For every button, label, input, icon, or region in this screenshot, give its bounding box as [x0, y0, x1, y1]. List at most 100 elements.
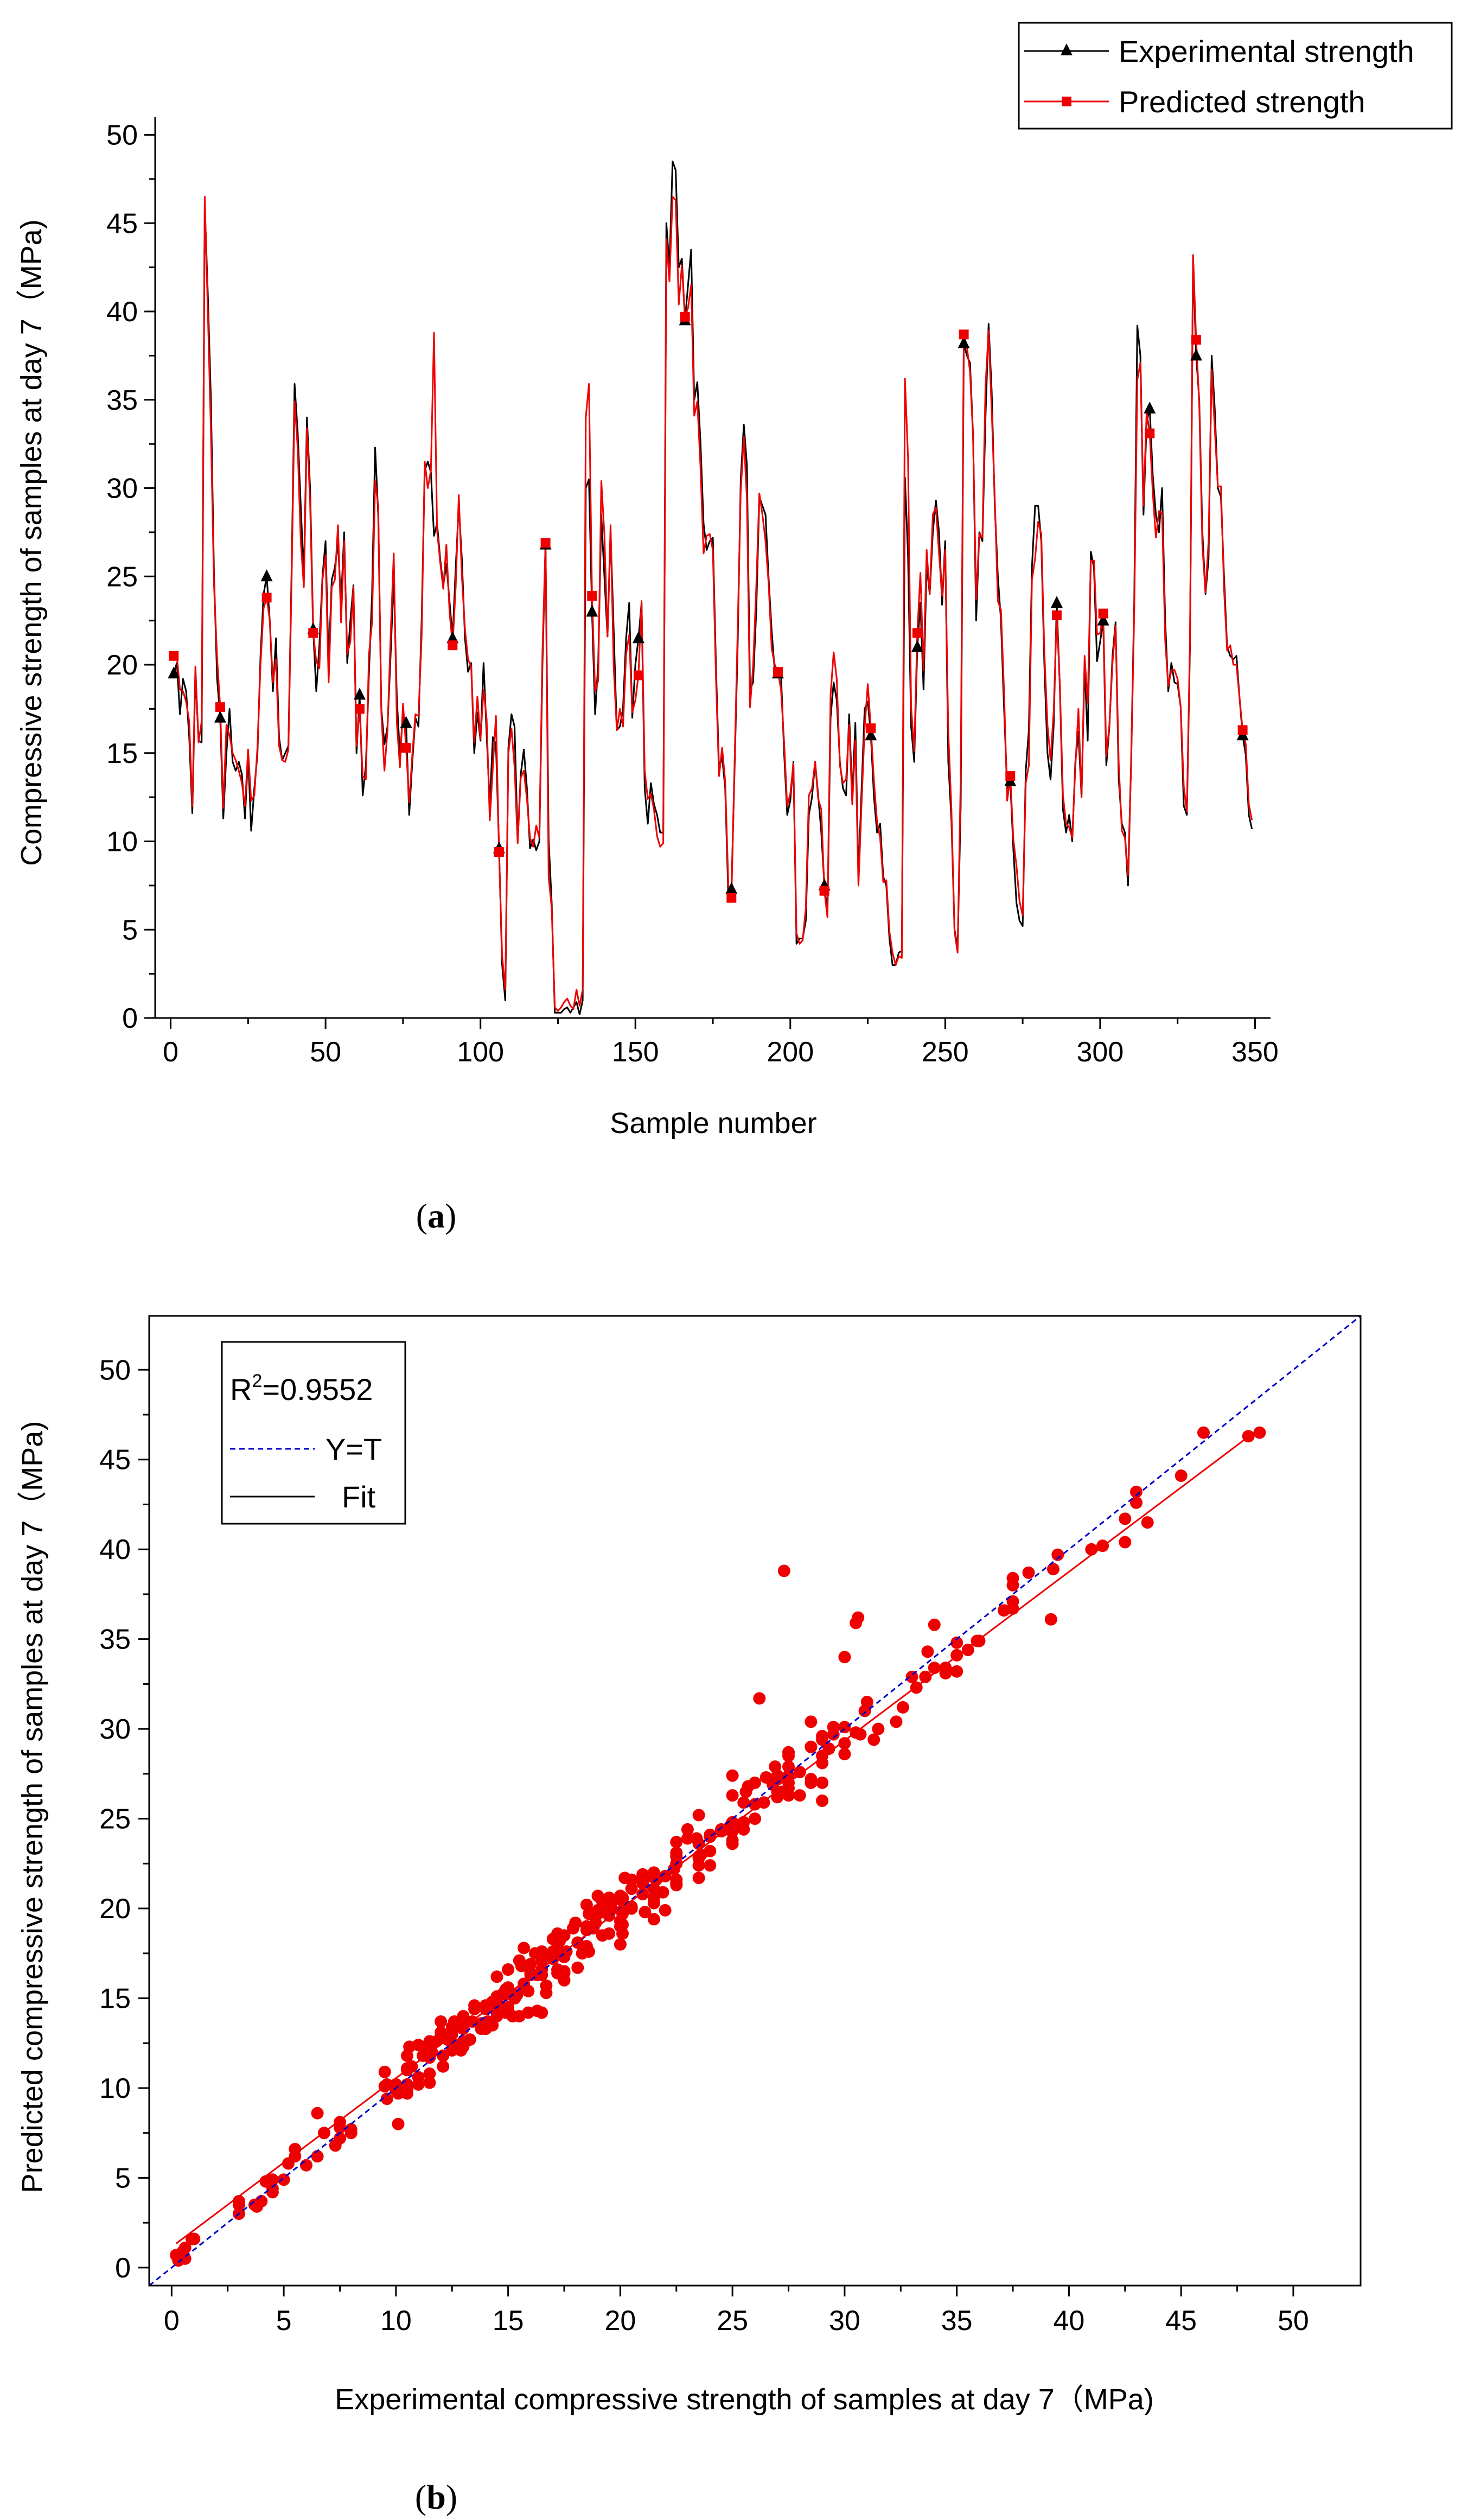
panel-b-x-tick-label: 5 — [276, 2305, 292, 2337]
scatter-point — [334, 2116, 346, 2129]
predicted-strength-marker — [1005, 771, 1016, 781]
predicted-strength-marker — [308, 628, 318, 638]
panel-a-axes: 0 50 100 150 200 250 300 350 0 5 10 15 20 25 30 35 40 45 5… — [106, 117, 1279, 1068]
scatter-point — [1051, 1548, 1064, 1561]
experimental-strength-marker — [911, 640, 923, 652]
scatter-point — [1085, 1543, 1098, 1556]
scatter-point — [513, 1954, 526, 1967]
scatter-point — [531, 2004, 544, 2018]
scatter-point — [647, 1913, 660, 1926]
experimental-strength-marker — [214, 710, 226, 723]
panel-b-x-tick-label: 30 — [829, 2305, 860, 2337]
scatter-point — [737, 1796, 750, 1809]
panel-b-x-axis-label: Experimental compressive strength of sam… — [335, 2383, 1154, 2416]
scatter-point — [468, 2002, 481, 2015]
panel-a-y-tick-label: 25 — [106, 561, 138, 593]
panel-a-y-tick-label: 0 — [122, 1003, 138, 1034]
scatter-point — [737, 1816, 750, 1829]
panel-a-y-tick-label: 5 — [122, 914, 138, 946]
scatter-point — [1197, 1426, 1210, 1439]
scatter-point — [816, 1794, 829, 1807]
predicted-strength-marker — [633, 670, 643, 680]
scatter-point — [266, 2182, 279, 2195]
panel-b-caption: (b) — [415, 2478, 457, 2516]
scatter-point — [457, 2010, 470, 2023]
predicted-strength-line — [174, 196, 1253, 1012]
scatter-point — [625, 1902, 638, 1915]
panel-b-y-tick-label: 35 — [99, 1624, 131, 1656]
scatter-point — [506, 2010, 519, 2023]
panel-b-x-tick-label: 45 — [1165, 2305, 1197, 2337]
scatter-point — [558, 1929, 571, 1942]
scatter-point — [311, 2150, 324, 2163]
legend-predicted-marker — [1062, 97, 1071, 106]
predicted-strength-marker — [726, 893, 737, 903]
experimental-strength-marker — [586, 604, 598, 617]
predicted-strength-marker — [912, 628, 922, 638]
predicted-strength-marker — [540, 538, 551, 548]
scatter-point — [690, 1832, 703, 1845]
experimental-strength-marker — [400, 716, 412, 728]
scatter-point — [1141, 1516, 1154, 1529]
experimental-strength-marker — [260, 569, 273, 582]
scatter-point — [782, 1746, 795, 1759]
scatter-point — [726, 1769, 739, 1782]
panel-a-y-tick-label: 45 — [106, 208, 138, 239]
scatter-point — [423, 2044, 436, 2057]
predicted-strength-marker — [261, 593, 272, 603]
scatter-point — [726, 1789, 739, 1802]
predicted-strength-marker — [1098, 608, 1108, 619]
scatter-point — [423, 2076, 436, 2089]
scatter-point — [827, 1721, 840, 1734]
scatter-point — [277, 2173, 290, 2186]
scatter-point — [681, 1832, 694, 1845]
scatter-point — [805, 1715, 818, 1728]
panel-b-y-tick-label: 45 — [99, 1444, 131, 1476]
scatter-point — [890, 1715, 903, 1728]
scatter-point — [639, 1906, 652, 1919]
panel-b-legend: R2=0.9552 Y=T Fit — [221, 1341, 406, 1525]
predicted-strength-marker — [215, 702, 225, 712]
scatter-point — [950, 1665, 963, 1678]
predicted-strength-marker — [401, 743, 411, 753]
scatter-point — [170, 2249, 183, 2262]
fit-line — [175, 1427, 1260, 2244]
scatter-point — [670, 1877, 683, 1890]
predicted-strength-marker — [773, 667, 783, 677]
scatter-point — [344, 2123, 358, 2136]
scatter-point — [479, 2022, 492, 2035]
scatter-point — [502, 1963, 515, 1976]
scatter-point — [919, 1670, 932, 1683]
scatter-point — [838, 1721, 851, 1734]
panel-b-y-tick-label: 30 — [99, 1714, 131, 1745]
scatter-point — [905, 1670, 918, 1683]
panel-b-y-tick-label: 15 — [99, 1983, 131, 2015]
panel-b-y-tick-label: 40 — [99, 1534, 131, 1566]
scatter-point — [518, 1942, 531, 1955]
panel-a-y-tick-label: 10 — [106, 826, 138, 858]
experimental-strength-marker — [1050, 596, 1063, 608]
y-equals-t-reference-line — [149, 1315, 1361, 2287]
scatter-point — [647, 1891, 660, 1904]
panel-a-x-tick-label: 100 — [457, 1036, 504, 1068]
predicted-strength-marker — [169, 651, 179, 661]
scatter-point — [518, 1977, 531, 1990]
predicted-strength-marker — [1145, 428, 1155, 438]
scatter-point — [793, 1789, 806, 1802]
scatter-point — [805, 1740, 818, 1753]
panel-a-x-tick-label: 300 — [1077, 1036, 1124, 1068]
scatter-point — [625, 1882, 638, 1895]
panel-b-x-tick-label: 50 — [1278, 2305, 1309, 2337]
panel-a-x-tick-label: 150 — [612, 1036, 659, 1068]
predicted-strength-marker — [819, 886, 829, 896]
scatter-point — [659, 1904, 672, 1917]
experimental-strength-marker — [958, 336, 970, 348]
scatter-point — [583, 1907, 595, 1920]
scatter-point — [490, 1970, 503, 1983]
panel-b-y-tick-label: 20 — [99, 1893, 131, 1925]
scatter-point — [490, 2004, 503, 2018]
panel-b-x-tick-label: 25 — [717, 2305, 748, 2337]
predicted-strength-marker — [1237, 725, 1248, 735]
panel-a-legend: Experimental strength Predicted strength — [1018, 22, 1453, 130]
scatter-point — [401, 2078, 413, 2091]
